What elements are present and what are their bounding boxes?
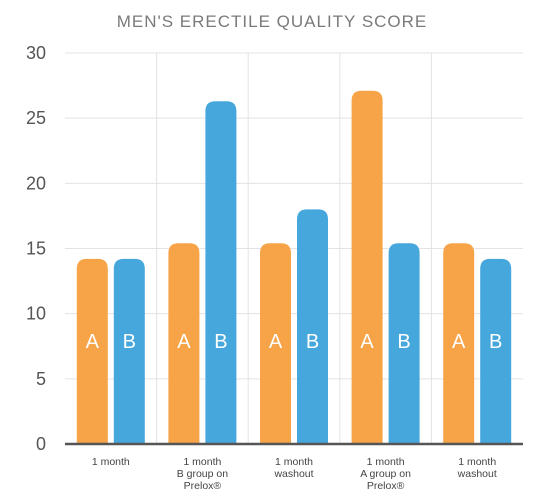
bar-a <box>260 243 291 444</box>
x-tick-label-line: 1 month <box>367 456 405 468</box>
x-tick-label-line: B group on <box>177 468 229 480</box>
x-tick-label-line: 1 month <box>458 456 496 468</box>
bar-label: A <box>452 331 466 353</box>
x-tick-label: 1 month washout <box>273 456 313 480</box>
x-tick-label-line: washout <box>273 468 313 480</box>
x-tick-label-line: washout <box>457 468 497 480</box>
x-tick-label: 1 month A group on Prelox® <box>360 456 411 492</box>
bar-label: A <box>269 331 283 353</box>
bar-b <box>113 258 145 444</box>
bar-label: B <box>306 331 319 353</box>
bar-label: B <box>214 331 227 353</box>
bar-a <box>351 90 383 445</box>
x-tick-label: 1 month washout <box>457 456 497 480</box>
y-axis-ticks: 0 5 10 15 20 25 30 <box>26 43 46 454</box>
x-tick-label-line: Prelox® <box>367 480 405 492</box>
x-tick-label-line: A group on <box>360 468 411 480</box>
bar-label: B <box>489 331 502 353</box>
bar-a <box>76 258 108 444</box>
bar-a <box>443 243 475 444</box>
bar-b <box>297 209 328 444</box>
y-tick-label: 20 <box>26 173 46 193</box>
y-tick-label: 10 <box>26 304 46 324</box>
bar-label: A <box>86 331 100 353</box>
x-tick-label-line: 1 month <box>92 456 130 468</box>
bar-label: B <box>397 331 410 353</box>
x-axis-ticks: 1 month 1 month B group on Prelox®1 month wa… <box>92 456 497 492</box>
x-tick-label: 1 month B group on Prelox® <box>177 456 229 492</box>
bar-label: A <box>360 331 374 353</box>
y-tick-label: 0 <box>36 434 46 454</box>
bar-b <box>388 243 420 444</box>
y-tick-label: 25 <box>26 108 46 128</box>
bar-b <box>205 101 237 445</box>
bar-b <box>480 258 512 444</box>
y-tick-label: 30 <box>26 43 46 63</box>
bar-label: A <box>177 331 191 353</box>
bar-label: B <box>123 331 136 353</box>
y-tick-label: 15 <box>26 239 46 259</box>
x-tick-label-line: Prelox® <box>184 480 222 492</box>
y-tick-label: 5 <box>36 369 46 389</box>
x-tick-label: 1 month <box>92 456 130 468</box>
x-tick-label-line: 1 month <box>275 456 313 468</box>
chart-title: MEN'S ERECTILE QUALITY SCORE <box>117 12 428 31</box>
bar-a <box>168 243 200 444</box>
x-tick-label-line: 1 month <box>183 456 221 468</box>
